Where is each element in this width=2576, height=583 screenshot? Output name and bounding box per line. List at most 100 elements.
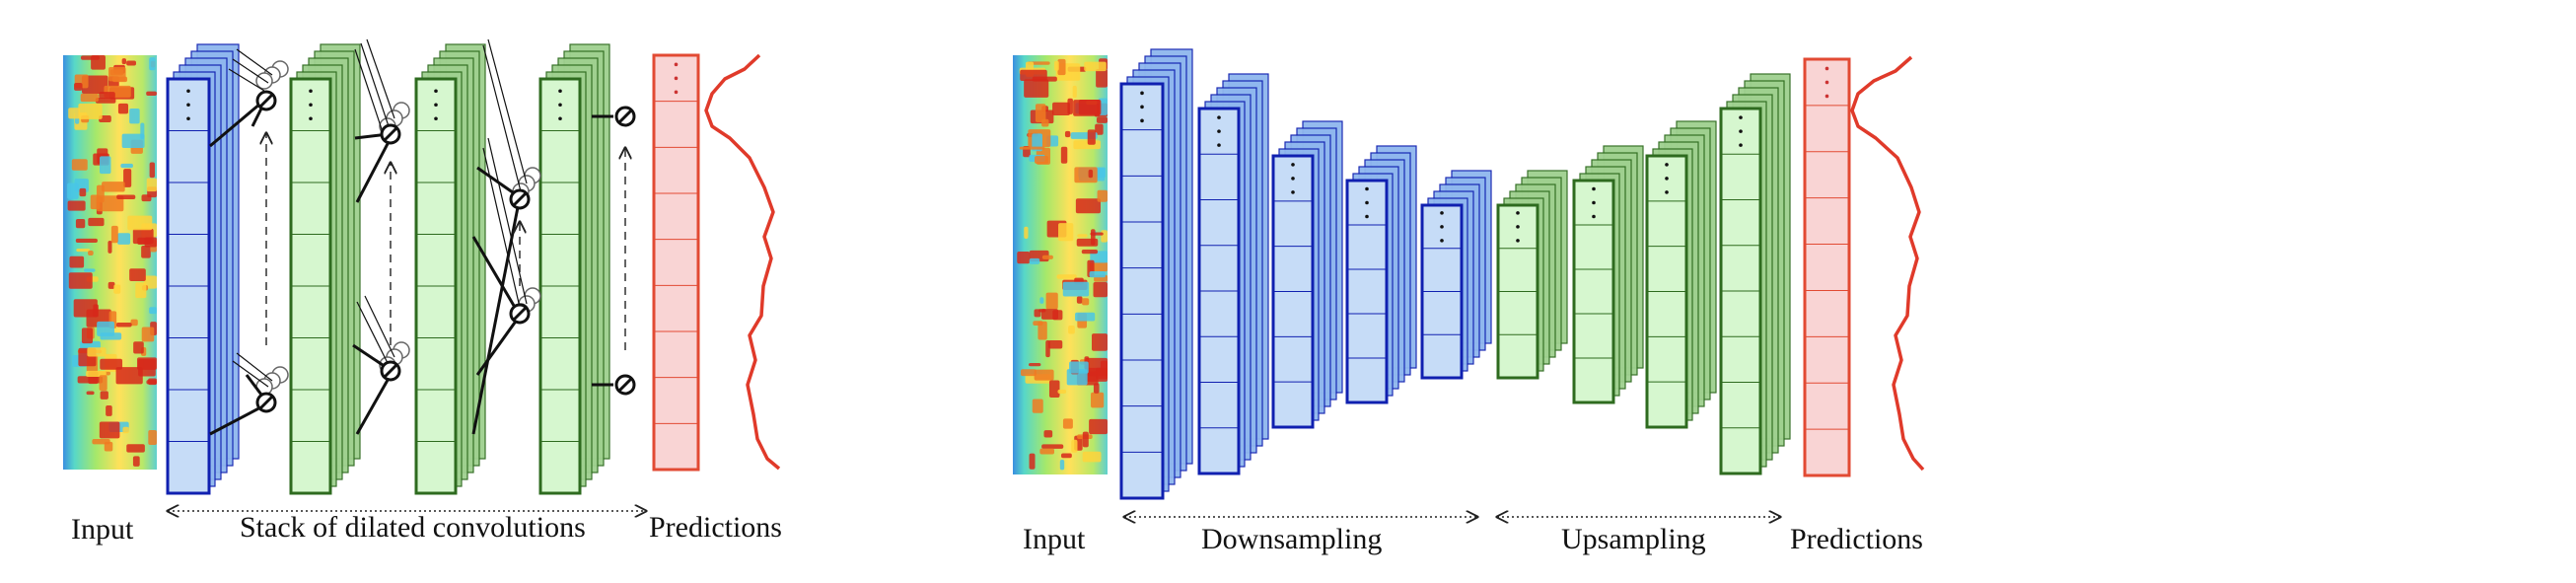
spectrogram-blob (1081, 250, 1099, 255)
spectrogram-blob (120, 163, 133, 169)
spectrogram-blob (108, 67, 126, 82)
spectrogram-blob (1020, 369, 1037, 377)
spectrogram-blob (1073, 140, 1101, 150)
node-slash (257, 394, 275, 411)
up-stack-4 (1719, 73, 1791, 475)
ellipsis-dot (434, 116, 438, 121)
spectrogram-blob (1059, 459, 1065, 471)
spectrogram-blob (1058, 223, 1074, 242)
ellipsis-dot (309, 103, 313, 108)
spectrogram-blob (91, 55, 106, 70)
connection-line (355, 374, 393, 435)
spectrogram-blob (1019, 146, 1045, 150)
spectrogram-blob (146, 91, 157, 96)
spectrogram-blob (71, 159, 88, 171)
spectrogram-blob (86, 391, 95, 396)
spectrogram-blob (149, 162, 155, 179)
ellipsis-dot (1592, 186, 1596, 191)
spectrogram-blob (67, 200, 86, 211)
spectrogram-blob (146, 178, 157, 192)
down-stack-4 (1345, 145, 1417, 404)
spectrogram-blob (1035, 104, 1046, 122)
spectrogram-blob (1045, 292, 1058, 310)
spectrogram-blob (1024, 226, 1029, 240)
spectrogram-blob (1071, 439, 1078, 453)
connection-line (356, 301, 390, 366)
spectrogram-blob (1035, 156, 1049, 164)
dilated-node (509, 188, 531, 210)
left-output-column (652, 53, 700, 472)
ellipsis-dot (1739, 115, 1743, 119)
spectrogram-blob (1100, 360, 1108, 375)
ellipsis-dot (186, 89, 190, 94)
spectrogram-blob (1082, 431, 1089, 448)
up-stack-1 (1496, 170, 1568, 380)
spectrogram-blob (141, 327, 155, 342)
spectrogram-blob (68, 272, 93, 289)
spectrogram-blob (88, 251, 94, 256)
ellipsis-dot (1217, 115, 1221, 119)
spectrogram-blob (1087, 129, 1096, 145)
ellipsis-dot (1440, 225, 1444, 229)
left-input-stack (166, 43, 240, 495)
down-stack-3 (1271, 120, 1343, 429)
spectrogram-blob (1048, 339, 1063, 349)
spectrogram-blob (1024, 79, 1049, 98)
node-slash (382, 125, 399, 143)
spectrogram-blob (1038, 321, 1047, 340)
ellipsis-dot (1825, 80, 1829, 85)
dilated-node (380, 123, 401, 145)
left-conv-stack-3 (538, 43, 610, 495)
spectrogram-blob (99, 375, 107, 391)
ellipsis-dot (674, 90, 679, 95)
stack-front-layer (1345, 179, 1389, 404)
ellipsis-dot (1140, 105, 1144, 109)
spectrogram-blob (110, 225, 118, 244)
spectrogram-blob (1077, 234, 1088, 238)
spectrogram-blob (129, 268, 146, 281)
spectrogram-blob (1020, 69, 1047, 82)
spectrogram-blob (130, 319, 138, 327)
spectrogram-blob (133, 341, 144, 354)
up-stack-2 (1572, 145, 1644, 404)
ellipsis-dot (1140, 118, 1144, 123)
spectrogram-blob (69, 255, 85, 268)
ellipsis-dot (558, 89, 562, 94)
ellipsis-dot (558, 103, 562, 108)
connection-line (236, 48, 273, 76)
left-conv-stack-2 (414, 43, 486, 495)
spectrogram-blob (122, 426, 129, 434)
spectrogram-blob (75, 219, 86, 229)
spectrogram-blob (1076, 296, 1083, 304)
ellipsis-dot (1665, 177, 1669, 181)
spectrogram-blob (1082, 451, 1102, 463)
up-stack-3 (1645, 120, 1717, 429)
spectrogram-blob (129, 109, 140, 124)
spectrogram-blob (100, 358, 123, 370)
ellipsis-dot (1825, 66, 1829, 71)
spectrogram-blob (99, 92, 115, 99)
spectrogram-blob (1060, 453, 1072, 459)
node-slash (511, 305, 529, 323)
spectrogram-blob (1084, 61, 1107, 72)
spectrogram-blob (1029, 453, 1036, 470)
spectrogram-blob (115, 322, 132, 328)
left-predictions-label: Predictions (649, 511, 782, 544)
connection-line (364, 295, 395, 358)
connection-line (228, 68, 265, 92)
ellipsis-dot (1739, 143, 1743, 147)
spectrogram-blob (1069, 361, 1089, 374)
ellipsis-dot (309, 116, 313, 121)
left-prediction-curve (704, 53, 781, 471)
ellipsis-dot (1825, 94, 1829, 99)
spectrogram-blob (1064, 130, 1071, 138)
spectrogram-blob (1034, 369, 1054, 381)
right-prediction-curve (1850, 55, 1925, 472)
down-stack-5 (1420, 170, 1492, 380)
spectrogram-blob (1033, 321, 1043, 326)
spectrogram-blob (74, 83, 83, 91)
upsampling-label: Upsampling (1561, 523, 1706, 555)
spectrogram-blob (1043, 430, 1053, 438)
spectrogram-blob (1093, 281, 1108, 298)
